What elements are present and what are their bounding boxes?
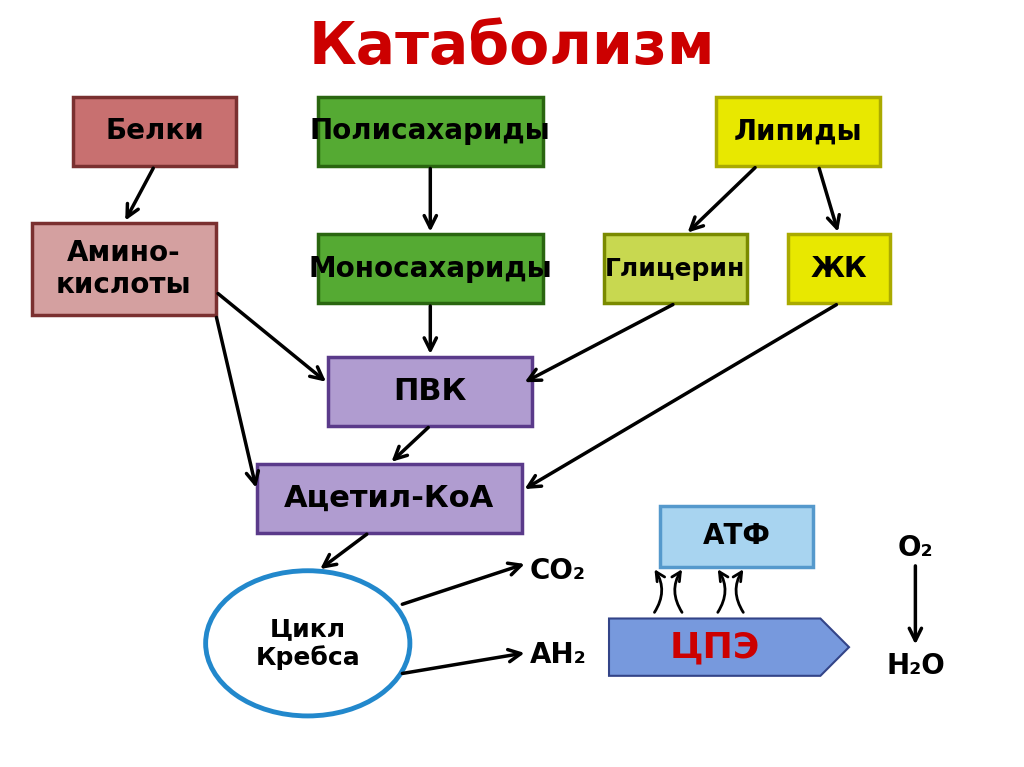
Text: Моносахариды: Моносахариды xyxy=(308,255,552,283)
Text: H₂O: H₂O xyxy=(886,652,945,680)
Text: Катаболизм: Катаболизм xyxy=(309,18,715,76)
Text: Полисахариды: Полисахариды xyxy=(310,117,551,145)
FancyBboxPatch shape xyxy=(32,223,216,314)
FancyBboxPatch shape xyxy=(604,235,746,303)
Text: АН₂: АН₂ xyxy=(529,640,587,669)
FancyBboxPatch shape xyxy=(787,235,890,303)
Text: Ацетил-КоА: Ацетил-КоА xyxy=(285,484,495,512)
FancyBboxPatch shape xyxy=(73,97,237,166)
Text: ЖК: ЖК xyxy=(810,255,867,283)
FancyBboxPatch shape xyxy=(660,505,813,567)
Text: Амино-
кислоты: Амино- кислоты xyxy=(56,239,191,299)
Text: O₂: O₂ xyxy=(898,534,933,561)
FancyBboxPatch shape xyxy=(318,97,543,166)
Text: Цикл
Кребса: Цикл Кребса xyxy=(255,617,360,670)
Text: Липиды: Липиды xyxy=(733,117,862,145)
FancyBboxPatch shape xyxy=(328,357,532,426)
Text: ПВК: ПВК xyxy=(393,377,467,406)
Text: Белки: Белки xyxy=(105,117,204,145)
FancyBboxPatch shape xyxy=(318,235,543,303)
Ellipse shape xyxy=(206,571,410,716)
Text: CO₂: CO₂ xyxy=(530,557,586,584)
Text: Глицерин: Глицерин xyxy=(605,257,745,281)
FancyBboxPatch shape xyxy=(257,464,522,532)
FancyBboxPatch shape xyxy=(716,97,880,166)
Text: ЦПЭ: ЦПЭ xyxy=(670,630,760,664)
FancyArrow shape xyxy=(609,618,849,676)
Text: АТФ: АТФ xyxy=(702,522,771,551)
